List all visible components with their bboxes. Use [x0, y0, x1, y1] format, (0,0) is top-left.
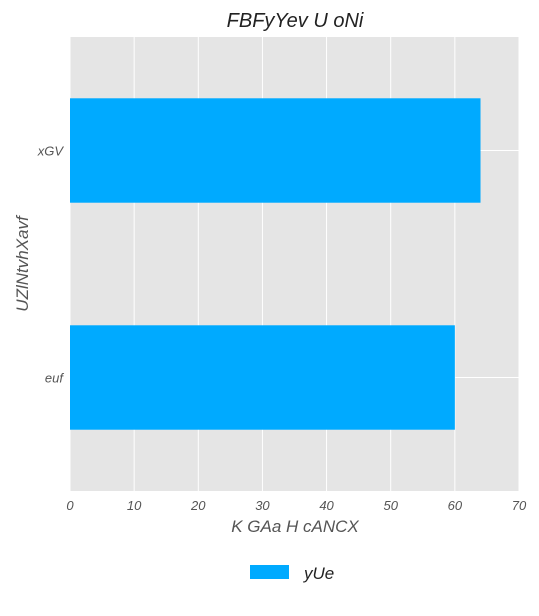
x-tick-label: 20 — [190, 498, 206, 513]
x-axis-label: K GAa H cANCX — [231, 517, 359, 536]
chart-title: FBFyYev U oNi — [227, 10, 364, 32]
x-tick-label: 40 — [319, 498, 334, 513]
x-tick-label: 10 — [127, 498, 142, 513]
y-tick-label: xGV — [37, 144, 65, 159]
y-tick-labels: xGV euf — [37, 144, 65, 386]
x-tick-labels: 0 10 20 30 40 50 60 70 — [66, 498, 527, 513]
x-tick-label: 70 — [512, 498, 527, 513]
bars — [70, 98, 481, 430]
x-tick-label: 60 — [448, 498, 463, 513]
legend-swatch — [250, 565, 289, 579]
x-tick-label: 50 — [383, 498, 398, 513]
bar-euf — [70, 325, 455, 430]
legend-label: yUe — [303, 564, 334, 583]
x-tick-label: 0 — [66, 498, 74, 513]
bar-xGV — [70, 98, 481, 203]
y-axis-label: UZlNtvhXavf — [13, 214, 32, 312]
y-tick-label: euf — [45, 371, 64, 386]
x-tick-label: 30 — [255, 498, 270, 513]
legend: yUe — [250, 564, 334, 583]
